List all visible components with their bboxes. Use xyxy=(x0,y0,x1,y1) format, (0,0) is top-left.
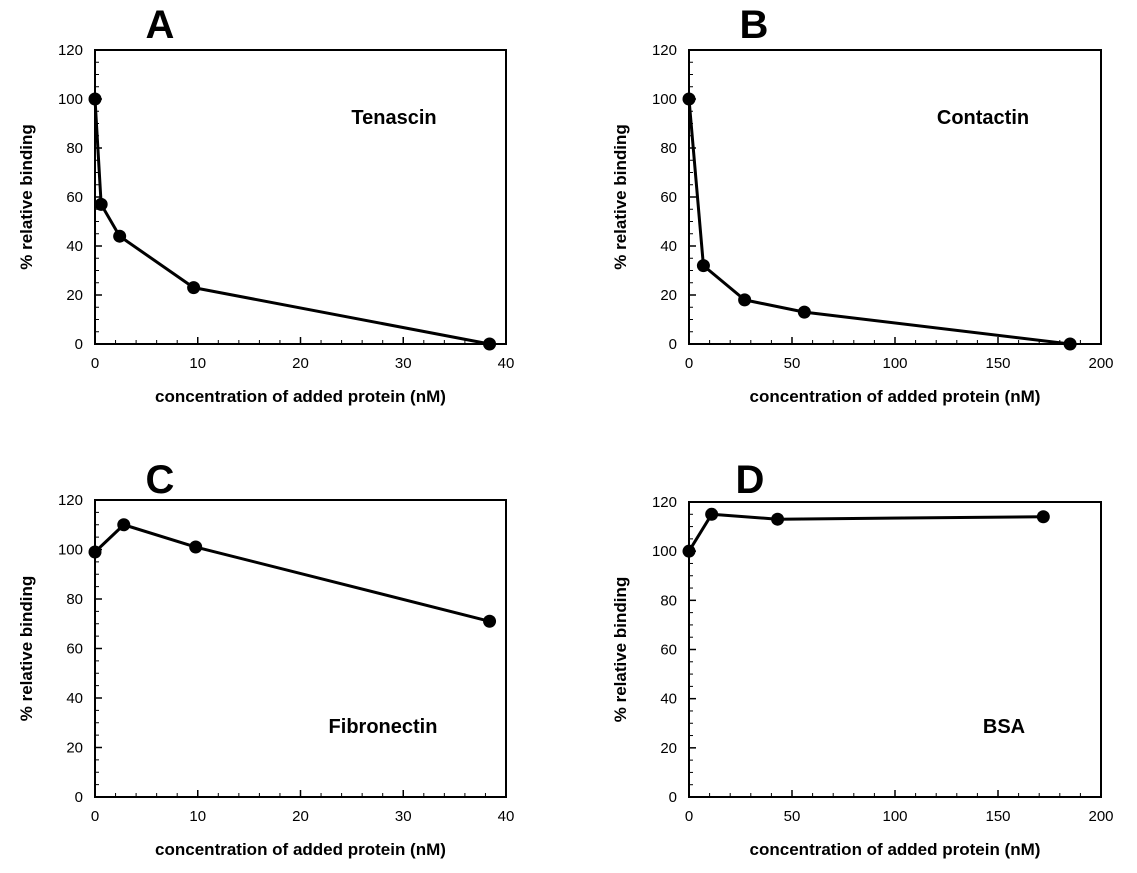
y-tick-label: 40 xyxy=(66,238,83,255)
y-tick-label: 20 xyxy=(660,287,677,304)
y-tick-label: 120 xyxy=(652,494,677,511)
x-axis-title: concentration of added protein (nM) xyxy=(750,387,1041,406)
y-tick-label: 80 xyxy=(660,592,677,609)
series-line xyxy=(687,512,1044,552)
y-tick-label: 0 xyxy=(669,789,677,806)
plot-frame xyxy=(688,501,1102,798)
y-tick-label: 40 xyxy=(66,690,83,707)
data-point xyxy=(94,197,108,211)
data-point xyxy=(1036,510,1050,524)
y-tick-label: 60 xyxy=(660,642,677,659)
x-tick-label: 100 xyxy=(882,808,907,825)
y-tick-label: 40 xyxy=(660,238,677,255)
y-tick-label: 100 xyxy=(58,542,83,559)
y-tick-label: 80 xyxy=(66,591,83,608)
x-tick-label: 0 xyxy=(91,355,99,372)
data-point xyxy=(113,229,127,243)
x-tick-label: 10 xyxy=(189,355,206,372)
chart-panel-c: 0 20 40 60 80 100 120 0 10 20 30 40 concentration of… xyxy=(17,458,514,859)
data-point xyxy=(1063,337,1077,351)
chart-panel-d: 0 20 40 60 80 100 120 0 50 100 150 200 concentration… xyxy=(611,458,1114,859)
x-tick-label: 20 xyxy=(292,355,309,372)
data-point xyxy=(771,512,785,526)
data-point xyxy=(88,92,102,106)
series-line xyxy=(93,98,490,346)
data-point xyxy=(738,293,752,307)
x-tick-label: 150 xyxy=(985,808,1010,825)
data-point xyxy=(483,337,497,351)
x-tick-label: 50 xyxy=(784,355,801,372)
data-point xyxy=(187,281,201,295)
y-tick-label: 20 xyxy=(660,740,677,757)
x-tick-label: 40 xyxy=(498,355,515,372)
protein-label: BSA xyxy=(983,716,1025,738)
y-tick-label: 100 xyxy=(652,543,677,560)
y-tick-label: 100 xyxy=(58,91,83,108)
data-point xyxy=(88,545,102,559)
y-tick-label: 20 xyxy=(66,287,83,304)
x-tick-label: 30 xyxy=(395,355,412,372)
x-tick-label: 30 xyxy=(395,808,412,825)
x-axis-title: concentration of added protein (nM) xyxy=(155,840,446,859)
x-axis-title: concentration of added protein (nM) xyxy=(155,387,446,406)
series-line xyxy=(93,523,490,623)
x-tick-label: 200 xyxy=(1088,355,1113,372)
y-axis-title: % relative binding xyxy=(17,576,36,721)
y-tick-label: 0 xyxy=(75,336,83,353)
protein-label: Tenascin xyxy=(351,107,436,129)
data-point xyxy=(696,259,710,273)
data-point xyxy=(189,540,203,554)
x-tick-label: 100 xyxy=(882,355,907,372)
data-point xyxy=(682,544,696,558)
x-tick-label: 20 xyxy=(292,808,309,825)
panel-letter: C xyxy=(146,458,175,502)
y-tick-label: 80 xyxy=(660,140,677,157)
x-tick-label: 50 xyxy=(784,808,801,825)
x-tick-label: 150 xyxy=(985,355,1010,372)
x-tick-label: 40 xyxy=(498,808,515,825)
y-tick-label: 120 xyxy=(58,42,83,59)
y-tick-label: 0 xyxy=(75,789,83,806)
y-tick-label: 80 xyxy=(66,140,83,157)
y-tick-label: 60 xyxy=(660,189,677,206)
y-tick-label: 100 xyxy=(652,91,677,108)
plot-frame xyxy=(94,499,507,798)
y-axis-title: % relative binding xyxy=(611,124,630,269)
series-line xyxy=(687,98,1071,346)
chart-panel-b: 0 20 40 60 80 100 120 0 50 100 150 200 concentration… xyxy=(611,3,1114,406)
data-point xyxy=(117,518,131,532)
x-tick-label: 0 xyxy=(91,808,99,825)
panel-letter: B xyxy=(740,3,769,47)
y-tick-label: 60 xyxy=(66,641,83,658)
y-tick-label: 40 xyxy=(660,691,677,708)
x-tick-label: 10 xyxy=(189,808,206,825)
x-tick-label: 200 xyxy=(1088,808,1113,825)
data-point xyxy=(797,305,811,319)
x-tick-label: 0 xyxy=(685,355,693,372)
data-point xyxy=(483,614,497,628)
protein-label: Fibronectin xyxy=(329,716,438,738)
protein-label: Contactin xyxy=(937,107,1029,129)
data-point xyxy=(705,507,719,521)
y-tick-label: 20 xyxy=(66,740,83,757)
data-point xyxy=(682,92,696,106)
y-tick-label: 120 xyxy=(58,492,83,509)
y-axis-title: % relative binding xyxy=(17,124,36,269)
chart-panel-a: 0 20 40 60 80 100 120 0 10 20 30 40 concentration of… xyxy=(17,3,514,406)
y-tick-label: 120 xyxy=(652,42,677,59)
x-tick-label: 0 xyxy=(685,808,693,825)
x-axis-title: concentration of added protein (nM) xyxy=(750,840,1041,859)
y-tick-label: 0 xyxy=(669,336,677,353)
y-tick-label: 60 xyxy=(66,189,83,206)
panel-letter: D xyxy=(736,458,765,502)
panel-letter: A xyxy=(146,3,175,47)
y-axis-title: % relative binding xyxy=(611,577,630,722)
plot-frame xyxy=(94,49,507,345)
